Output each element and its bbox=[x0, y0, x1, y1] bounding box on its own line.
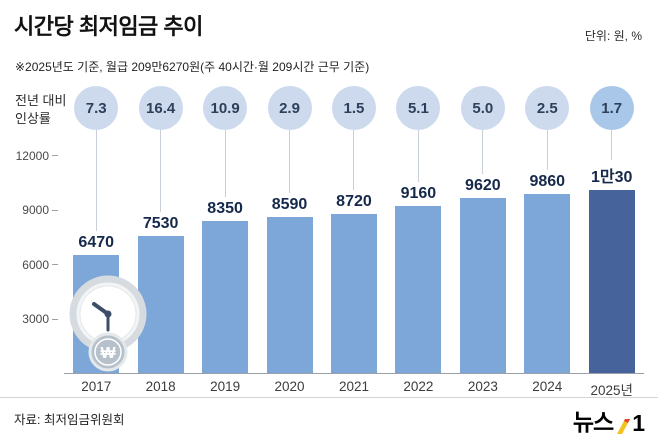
increase-rate-badge: 1.5 bbox=[331, 86, 376, 130]
connector-line bbox=[611, 130, 613, 160]
increase-rate-badge: 5.0 bbox=[460, 86, 505, 130]
news1-logo-text-right: 1 bbox=[632, 410, 645, 436]
bar bbox=[459, 198, 506, 373]
page-title: 시간당 최저임금 추이 bbox=[14, 14, 203, 39]
connector-line bbox=[224, 130, 226, 197]
y-axis-tick-mark bbox=[52, 155, 58, 157]
x-axis-label: 2020 bbox=[274, 379, 305, 394]
increase-rate-badge: 10.9 bbox=[203, 86, 248, 130]
y-axis-tick-mark bbox=[52, 264, 58, 266]
bar-value-label: 8590 bbox=[271, 196, 308, 213]
bar-value-label: 8350 bbox=[207, 200, 243, 217]
bar bbox=[330, 214, 377, 373]
bar-column: 10.9 8350 2019 bbox=[193, 86, 257, 394]
increase-rate-badge: 7.3 bbox=[74, 86, 119, 130]
bar-value-label: 8720 bbox=[336, 193, 372, 210]
x-axis-label: 2023 bbox=[467, 379, 498, 394]
increase-rate-badge: 1.7 bbox=[589, 86, 634, 130]
bar-value-label: 6470 bbox=[78, 234, 115, 251]
news1-logo-text-left: 뉴스 bbox=[572, 409, 614, 435]
y-axis-tick: 9000 bbox=[7, 203, 58, 217]
rate-axis-label-line1: 전년 대비 bbox=[15, 93, 67, 108]
bar-value-label: 9860 bbox=[529, 173, 566, 190]
y-axis-tick-label: 3000 bbox=[22, 312, 49, 327]
bar-value-label: 7530 bbox=[142, 215, 179, 232]
unit-label: 단위: 원, % bbox=[584, 29, 642, 43]
connector-line bbox=[289, 130, 291, 193]
connector-line bbox=[546, 130, 548, 170]
connector-line bbox=[353, 130, 355, 190]
connector-line bbox=[95, 130, 97, 231]
bar-column: 1.7 1만30 2025년 bbox=[580, 86, 644, 398]
rate-axis-label-line2: 인상률 bbox=[15, 111, 51, 127]
increase-rate-badge: 5.1 bbox=[396, 86, 441, 130]
connector-line bbox=[417, 130, 419, 182]
bar-value-label: 9620 bbox=[465, 177, 501, 194]
y-axis-tick: 12000 bbox=[7, 149, 58, 163]
news1-logo-mark-icon bbox=[617, 419, 631, 434]
plot-area: 7.3 6470 2017 16.4 7530 2018 10.9 8350 2019 2.9 85… bbox=[64, 86, 644, 398]
footer-divider bbox=[0, 397, 658, 398]
x-axis-label: 2019 bbox=[210, 379, 241, 394]
bar-column: 16.4 7530 2018 bbox=[128, 86, 192, 394]
bar-column: 5.1 9160 2022 bbox=[386, 86, 450, 394]
bar-value-label: 9160 bbox=[400, 185, 437, 202]
bar-column: 2.9 8590 2020 bbox=[257, 86, 321, 394]
bar bbox=[588, 190, 635, 373]
bar bbox=[266, 217, 313, 373]
y-axis-tick-label: 9000 bbox=[22, 203, 49, 218]
source-text: 자료: 최저임금위원회 bbox=[14, 413, 125, 427]
bar-value-label: 1만30 bbox=[591, 169, 633, 186]
increase-rate-badge: 2.5 bbox=[525, 86, 570, 130]
x-axis-label: 2022 bbox=[403, 379, 434, 394]
bar-column: 2.5 9860 2024 bbox=[515, 86, 579, 394]
y-axis-tick-mark bbox=[52, 209, 58, 211]
increase-rate-badge: 16.4 bbox=[138, 86, 183, 130]
rate-axis-label: 전년 대비 인상률 bbox=[15, 92, 77, 128]
y-axis-tick-label: 6000 bbox=[22, 257, 49, 272]
chart-area: 7.3 6470 2017 16.4 7530 2018 10.9 8350 2019 2.9 85… bbox=[16, 86, 644, 398]
won-symbol: ₩ bbox=[100, 345, 116, 362]
clock-coin-icon: ₩ bbox=[69, 275, 147, 372]
x-axis-label: 2017 bbox=[81, 379, 112, 394]
x-axis-label: 2025년 bbox=[590, 383, 633, 398]
connector-line bbox=[160, 130, 162, 212]
bar bbox=[395, 206, 442, 373]
bar-column: 5.0 9620 2023 bbox=[451, 86, 515, 394]
bar bbox=[137, 236, 184, 373]
y-axis-tick: 6000 bbox=[7, 258, 58, 272]
bar-column: 1.5 8720 2021 bbox=[322, 86, 386, 394]
x-axis-label: 2024 bbox=[532, 379, 563, 394]
x-axis-label: 2021 bbox=[338, 379, 369, 394]
y-axis-tick-mark bbox=[52, 318, 58, 320]
connector-line bbox=[482, 130, 484, 174]
bar bbox=[202, 221, 249, 373]
y-axis-tick: 3000 bbox=[7, 312, 58, 326]
news1-logo: 뉴스 1 bbox=[572, 403, 645, 437]
x-axis-label: 2018 bbox=[145, 379, 176, 394]
note-text: ※2025년도 기준, 월급 209만6270원(주 40시간·월 209시간 … bbox=[15, 60, 370, 74]
y-axis-tick-label: 12000 bbox=[15, 148, 49, 163]
bar bbox=[524, 194, 571, 373]
increase-rate-badge: 2.9 bbox=[267, 86, 312, 130]
